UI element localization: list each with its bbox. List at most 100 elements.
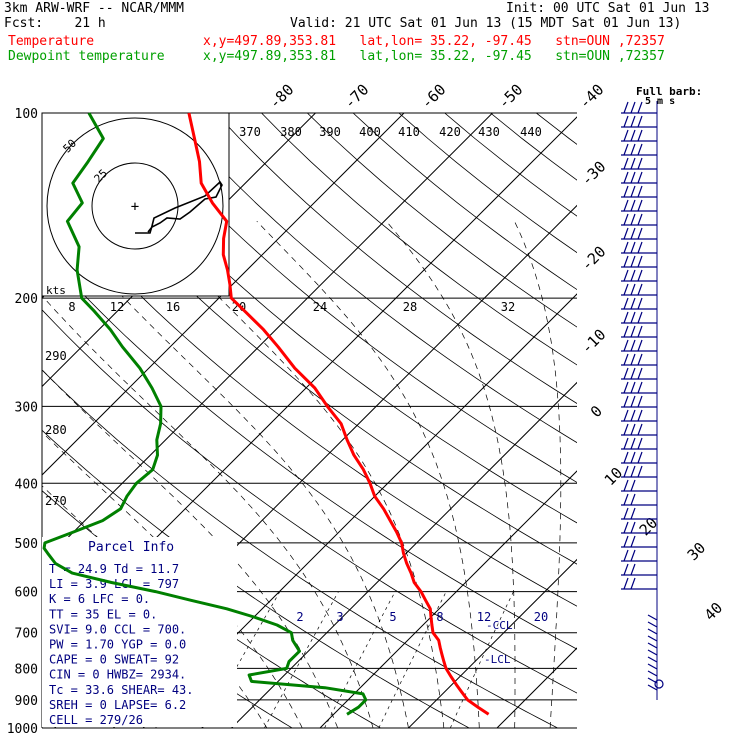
pressure-labels: 100 200 300 400 500 600 700 800 900 1000 — [7, 107, 38, 737]
isotherm — [319, 470, 577, 728]
pressure-label: 900 — [15, 694, 38, 709]
isotherm — [231, 381, 577, 728]
wind-barb — [621, 115, 657, 128]
parcel-info-row: T = 24.9 Td = 11.7 — [49, 562, 179, 576]
dewpoint-location-info: x,y=497.89,353.81 lat,lon= 35.22, -97.45… — [203, 49, 665, 64]
wind-barb-low — [647, 649, 658, 656]
pressure-label: 800 — [15, 662, 38, 677]
wind-barb-flag — [623, 311, 629, 324]
wind-barb-flag — [623, 143, 629, 156]
wind-barb-flag — [637, 227, 643, 240]
wind-barb-flag — [630, 381, 636, 394]
moist-adiabat — [386, 221, 516, 728]
hodograph-speed-unit: kts — [46, 284, 66, 297]
isotherm-label: -20 — [578, 243, 610, 275]
pressure-label: 100 — [15, 107, 38, 122]
wind-barb-flag — [630, 129, 636, 142]
parcel-info-row: K = 6 LFC = 0. — [49, 592, 150, 606]
wind-barb-flag — [623, 521, 629, 534]
moist-adiabat — [42, 295, 374, 728]
wind-barb-low — [647, 642, 658, 649]
wind-barb — [621, 395, 657, 408]
wind-barb-flag — [630, 115, 636, 128]
mixing-ratio-label: 2 — [296, 610, 303, 624]
wind-barb-flag — [623, 409, 629, 422]
isotherm-label: -10 — [578, 326, 610, 358]
init-time: Init: 00 UTC Sat 01 Jun 13 — [506, 1, 710, 16]
isotherm-label: -70 — [341, 81, 373, 113]
dry-adiabat — [123, 113, 577, 483]
theta-label-mid: 16 — [166, 300, 180, 314]
wind-barb-flag — [637, 171, 643, 184]
lcl-marker: -LCL — [484, 653, 511, 666]
wind-barb-flag — [623, 493, 629, 506]
wind-barb-flag — [630, 493, 636, 506]
wind-barb-flag — [630, 521, 636, 534]
wind-barb-flag — [630, 367, 636, 380]
isotherm-label: -40 — [576, 81, 608, 113]
wind-barb-flag — [623, 367, 629, 380]
wind-barb — [621, 129, 657, 142]
wind-barb-low — [647, 663, 658, 670]
theta-label-top: 410 — [398, 125, 420, 139]
pressure-label: 200 — [15, 292, 38, 307]
isotherm — [142, 293, 577, 728]
wind-barb — [621, 325, 657, 338]
wind-barb-flag — [630, 199, 636, 212]
isotherm-label: 30 — [684, 539, 710, 565]
mixing-ratio-label: 3 — [336, 610, 343, 624]
theta-label-mid: 12 — [110, 300, 124, 314]
wind-barb-flag — [637, 185, 643, 198]
wind-barb-flag — [623, 465, 629, 478]
parcel-info-row: TT = 35 EL = 0. — [49, 607, 157, 621]
wind-barb-flag — [637, 451, 643, 464]
isotherm — [496, 647, 577, 728]
wind-barb-flag — [623, 479, 629, 492]
wind-barb-flag — [637, 283, 643, 296]
wind-barb-flag — [623, 549, 629, 562]
theta-label-top: 430 — [478, 125, 500, 139]
pressure-label: 1000 — [7, 722, 38, 737]
wind-barb-flag — [623, 353, 629, 366]
dry-adiabat — [352, 113, 577, 291]
wind-barb-flag — [630, 269, 636, 282]
wind-barb-flag — [637, 297, 643, 310]
hodograph-ring-outer — [46, 117, 224, 295]
dewpoint-legend-label: Dewpoint temperature — [8, 49, 165, 64]
wind-barb-flag — [623, 227, 629, 240]
wind-barb — [621, 101, 657, 114]
wind-barb-flag — [637, 437, 643, 450]
wind-barb — [621, 241, 657, 254]
wind-barb — [621, 479, 657, 492]
wind-barb-flag — [637, 423, 643, 436]
wind-barb-flag — [637, 409, 643, 422]
wind-barb-flag — [630, 213, 636, 226]
pressure-label: 500 — [15, 537, 38, 552]
wind-barb-flag — [630, 255, 636, 268]
wind-barb-flag — [637, 129, 643, 142]
isotherm-label: -80 — [266, 81, 298, 113]
parcel-info-row: SVI= 9.0 CCL = 700. — [49, 622, 186, 636]
wind-barb — [621, 563, 657, 576]
wind-barb — [621, 381, 657, 394]
theta-label-mid: 32 — [501, 300, 515, 314]
wind-barb — [621, 143, 657, 156]
wind-barb-flag — [630, 535, 636, 548]
wind-barb — [621, 353, 657, 366]
moist-adiabat — [54, 221, 409, 728]
temperature-line — [187, 112, 490, 716]
wind-barb — [621, 185, 657, 198]
wind-barb-flag — [623, 339, 629, 352]
pressure-label: 400 — [15, 477, 38, 492]
wind-barb-flag — [637, 157, 643, 170]
dry-adiabat — [307, 113, 577, 328]
isotherm — [42, 113, 493, 565]
wind-barbs — [621, 101, 664, 700]
wind-barb — [621, 549, 657, 562]
calm-wind-marker — [654, 679, 664, 689]
isotherm — [42, 113, 405, 476]
wind-barb-flag — [630, 479, 636, 492]
wind-barb-low — [647, 670, 658, 677]
wind-barb-flag — [630, 563, 636, 576]
temperature-legend-label: Temperature — [8, 34, 95, 49]
